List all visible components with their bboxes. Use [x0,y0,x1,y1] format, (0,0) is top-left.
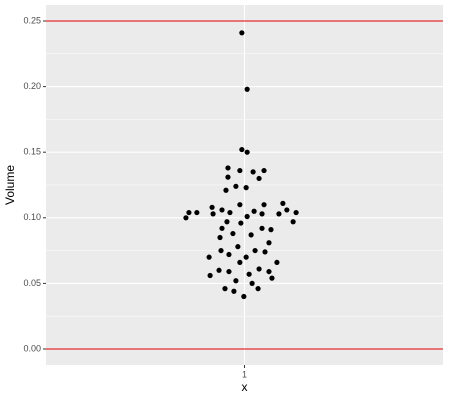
point [266,268,272,275]
point [210,211,216,217]
y-tick-label: 0.00 [23,343,41,353]
point [256,175,262,182]
point [239,30,245,36]
point [230,230,236,237]
point [251,208,257,214]
point [219,207,225,213]
point [222,286,228,292]
point [207,272,213,279]
y-tick-label: 0.10 [23,212,41,222]
point [239,146,245,153]
point [209,204,215,210]
point [218,247,224,254]
point [261,202,267,208]
point [284,207,290,213]
point [268,227,274,233]
point [226,268,232,275]
point [244,86,250,92]
point [238,220,244,226]
point [255,286,261,292]
x-axis-title: x [242,380,248,394]
point [244,213,250,220]
point [252,247,258,254]
y-tick-label: 0.05 [23,278,41,288]
point [259,211,265,217]
point [183,215,189,221]
point [280,200,286,206]
point [194,209,200,216]
point [237,167,243,174]
point [276,211,282,217]
point [293,209,299,216]
y-tick-label: 0.20 [23,81,41,91]
y-axis-title: Volume [3,165,17,205]
point [262,249,268,255]
point [233,183,239,189]
point [217,234,223,241]
point [259,225,265,231]
point [241,293,247,300]
x-tick-label: 1 [242,369,247,379]
point [244,149,250,155]
point [246,271,252,277]
point [256,266,262,272]
point [261,167,267,174]
point [290,219,296,225]
point [243,185,249,191]
point [274,259,280,266]
point [248,232,254,238]
point [231,288,237,294]
point [224,219,230,225]
point [250,169,256,175]
y-tick-label: 0.25 [23,15,41,25]
point [266,240,272,246]
point [237,202,243,208]
point [225,165,231,171]
point [243,254,249,260]
point [225,174,231,180]
point [216,267,222,273]
point [249,280,255,286]
point [227,209,233,216]
point [219,225,225,231]
point [186,209,192,216]
point [223,187,229,193]
point [237,259,243,266]
point [206,254,212,260]
point [235,244,241,250]
point [233,278,239,284]
y-tick-label: 0.15 [23,147,41,157]
point [226,251,232,258]
point [269,275,275,281]
